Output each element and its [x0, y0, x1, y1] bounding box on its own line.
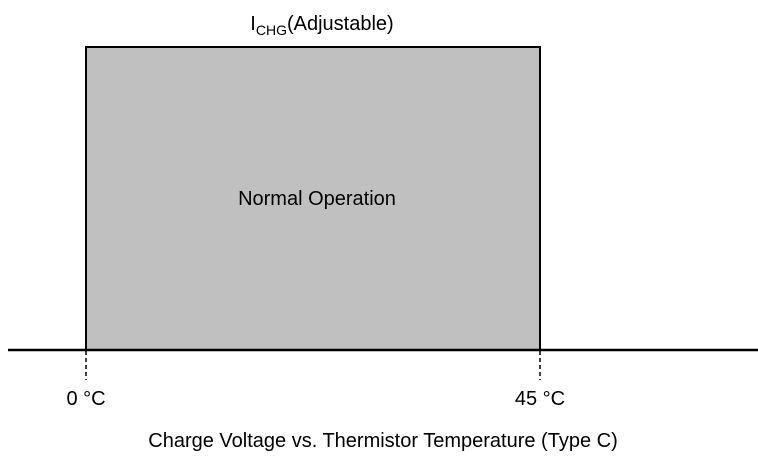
current-subscript: CHG [256, 22, 287, 38]
region-label: Normal Operation [238, 188, 396, 210]
current-suffix: (Adjustable) [287, 13, 394, 35]
current-label: ICHG(Adjustable) [250, 13, 393, 38]
caption: Charge Voltage vs. Thermistor Temperatur… [148, 430, 617, 452]
normal-operation-region [85, 46, 541, 351]
x-label: 0 °C [66, 388, 105, 410]
x-label: 45 °C [515, 388, 565, 410]
current-symbol: I [250, 13, 256, 35]
